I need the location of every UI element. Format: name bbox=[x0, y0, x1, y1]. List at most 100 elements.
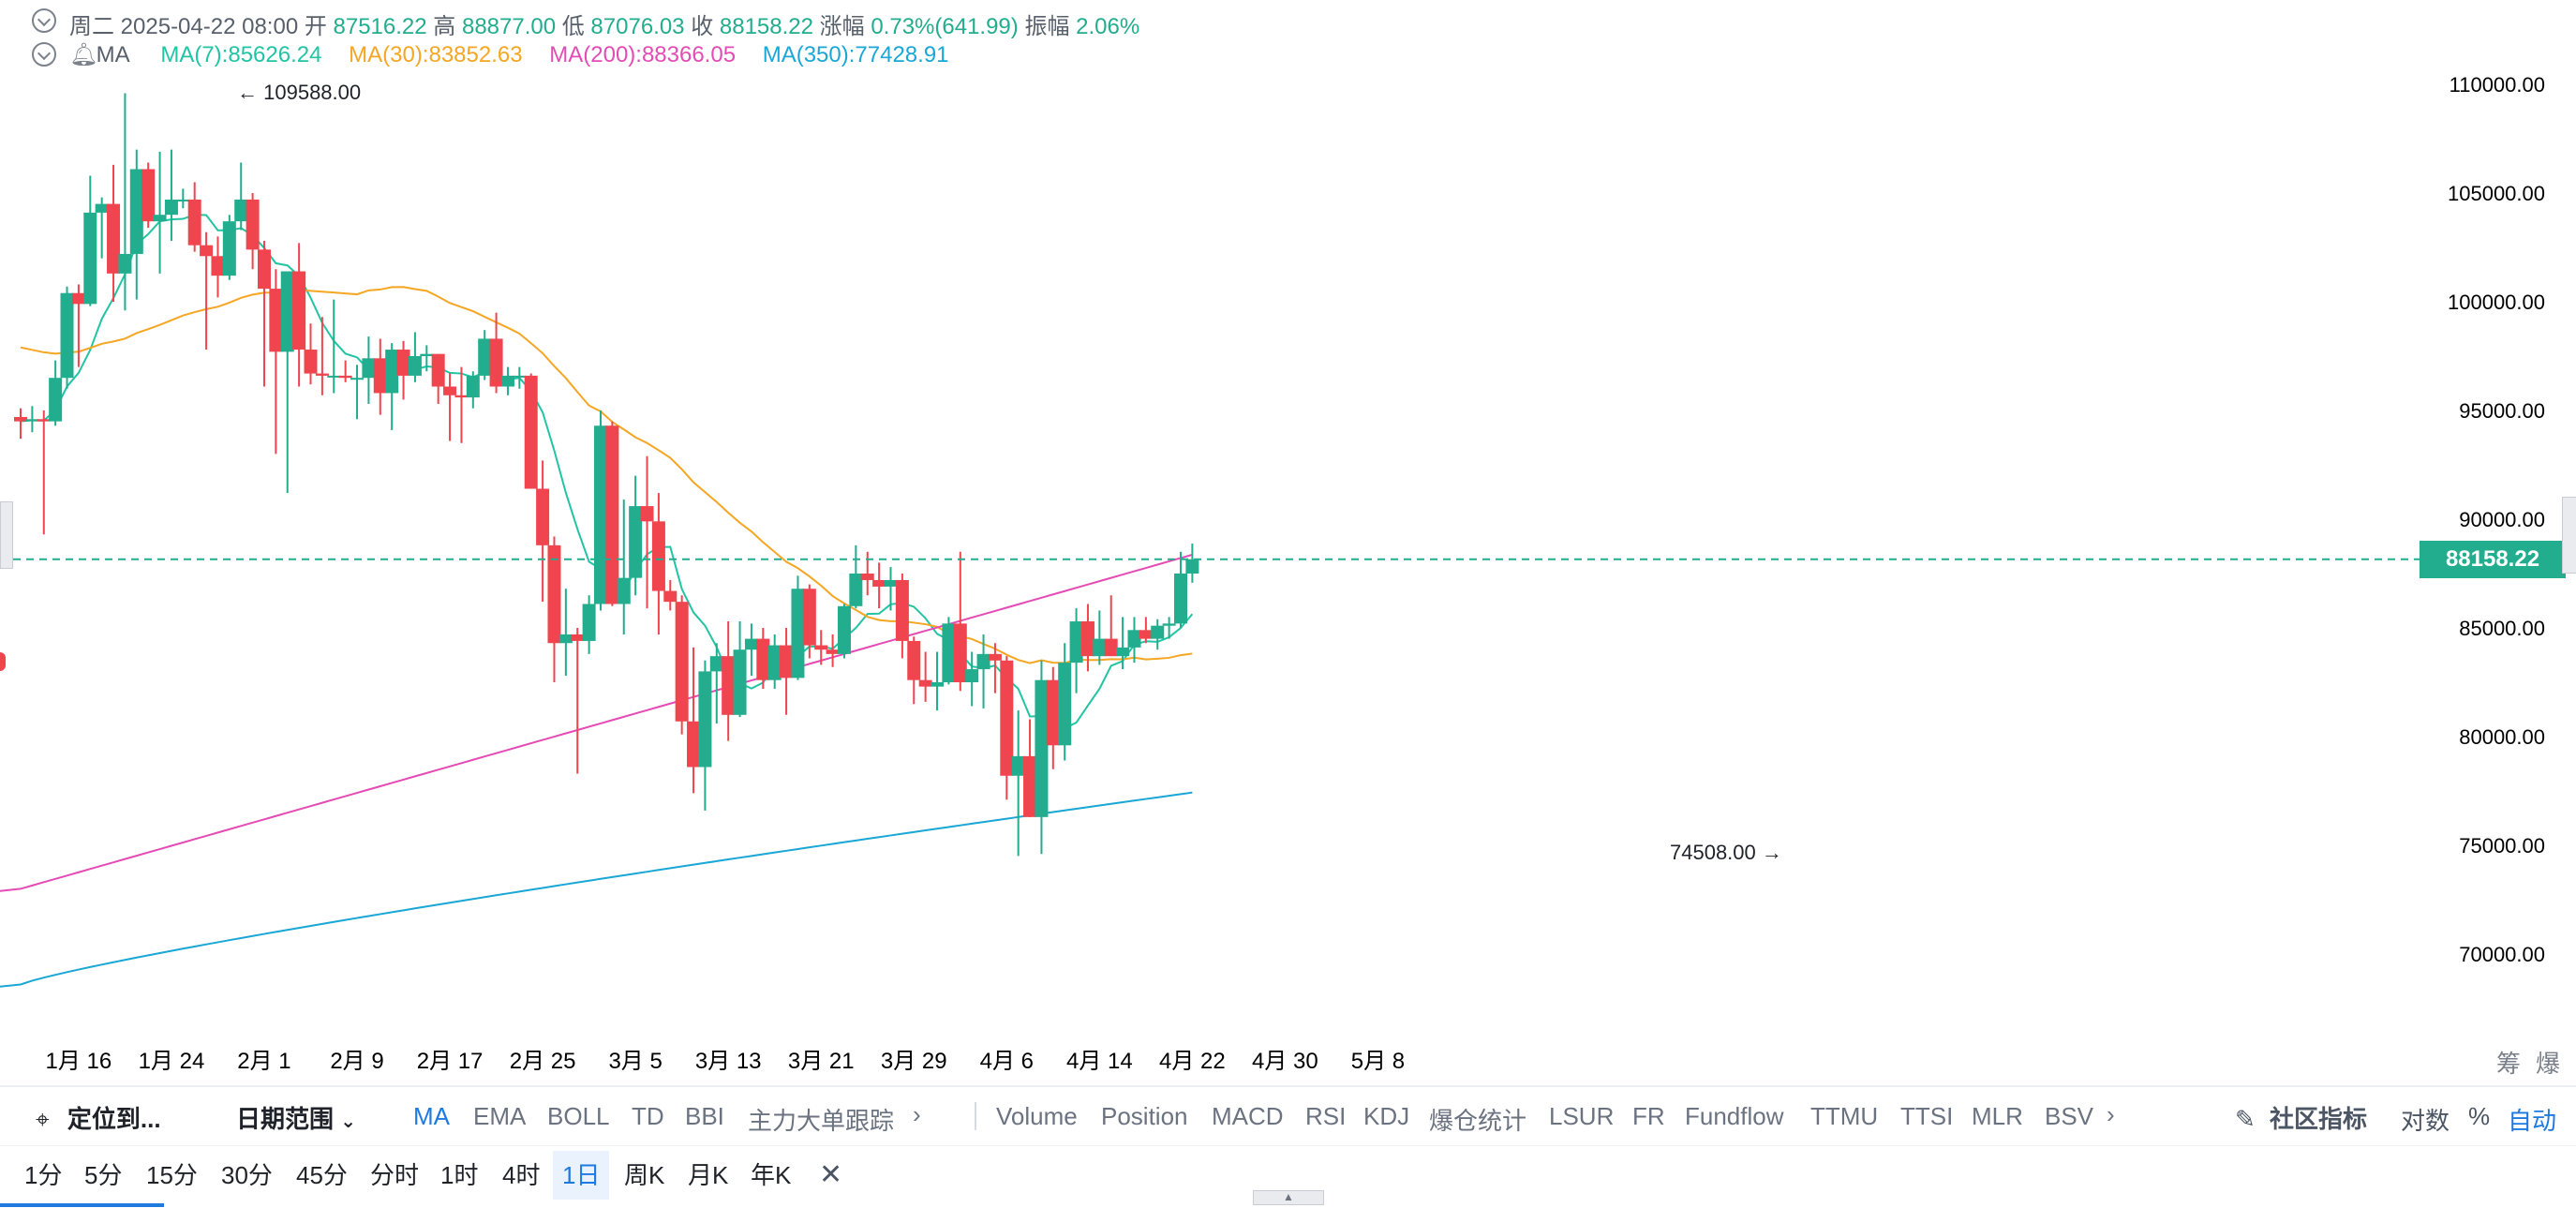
candle bbox=[1127, 617, 1141, 664]
indicator-fundflow[interactable]: Fundflow bbox=[1685, 1102, 1784, 1130]
percent-scale-button[interactable]: % bbox=[2468, 1102, 2491, 1130]
x-tick-label: 4月 14 bbox=[1066, 1049, 1133, 1074]
collapse-panel-handle[interactable]: ▲ bbox=[1253, 1190, 1324, 1205]
indicator-boll[interactable]: BOLL bbox=[547, 1102, 610, 1130]
period-week[interactable]: 周K bbox=[624, 1161, 665, 1189]
indicator-rsi[interactable]: RSI bbox=[1305, 1102, 1347, 1130]
indicator-mlr[interactable]: MLR bbox=[1972, 1102, 2023, 1130]
left-scroll-handle[interactable] bbox=[0, 501, 13, 569]
liquidation-button[interactable]: 爆 bbox=[2536, 1050, 2561, 1078]
period-4h[interactable]: 4时 bbox=[502, 1161, 541, 1189]
candle bbox=[1011, 710, 1025, 857]
candle-body bbox=[1093, 638, 1107, 657]
candle-body bbox=[246, 199, 260, 250]
period-15m[interactable]: 15分 bbox=[146, 1161, 198, 1189]
candle-body bbox=[1080, 621, 1094, 657]
candle-body bbox=[350, 378, 365, 380]
period-30m[interactable]: 30分 bbox=[221, 1161, 273, 1189]
indicator-macd[interactable]: MACD bbox=[1212, 1102, 1284, 1130]
indicator-lsur[interactable]: LSUR bbox=[1549, 1102, 1615, 1130]
arrow-right-icon: → bbox=[1761, 841, 1782, 864]
ma-label[interactable]: MA bbox=[96, 42, 130, 67]
candle bbox=[83, 175, 97, 306]
candle bbox=[640, 455, 654, 609]
candle bbox=[1116, 617, 1130, 670]
period-5m[interactable]: 5分 bbox=[84, 1161, 123, 1189]
log-scale-button[interactable]: 对数 bbox=[2401, 1107, 2450, 1135]
candle bbox=[164, 149, 178, 242]
period-1m[interactable]: 1分 bbox=[24, 1161, 63, 1189]
right-scroll-handle[interactable] bbox=[2562, 497, 2576, 574]
indicator-bbi[interactable]: BBI bbox=[685, 1102, 724, 1130]
period-timeline[interactable]: 分时 bbox=[370, 1161, 420, 1189]
candle bbox=[338, 360, 352, 382]
indicator-liquidation[interactable]: 爆仓统计 bbox=[1429, 1107, 1527, 1135]
candle-body bbox=[722, 656, 736, 715]
x-tick-label: 2月 17 bbox=[417, 1049, 484, 1074]
candle bbox=[1058, 643, 1072, 761]
collapse-ohlc-icon[interactable] bbox=[32, 8, 56, 33]
period-year[interactable]: 年K bbox=[751, 1161, 792, 1189]
candle bbox=[524, 373, 538, 489]
y-tick-label: 100000.00 bbox=[2448, 291, 2545, 314]
candle bbox=[651, 493, 665, 634]
candle bbox=[107, 164, 121, 302]
x-tick-label: 1月 16 bbox=[46, 1049, 112, 1074]
candle-body bbox=[257, 249, 271, 290]
chevron-down-icon: ⌄ bbox=[340, 1111, 357, 1132]
ma7-value: MA(7):85626.24 bbox=[160, 42, 322, 67]
chevron-right-icon[interactable]: › bbox=[913, 1100, 921, 1128]
period-month[interactable]: 月K bbox=[688, 1161, 729, 1189]
indicator-ttmu[interactable]: TTMU bbox=[1810, 1102, 1879, 1130]
candle-body bbox=[280, 271, 294, 352]
candle-body bbox=[129, 169, 143, 254]
indicator-volume[interactable]: Volume bbox=[996, 1102, 1078, 1130]
candle bbox=[722, 621, 736, 741]
candle bbox=[37, 410, 51, 535]
indicator-kdj[interactable]: KDJ bbox=[1363, 1102, 1410, 1130]
candle bbox=[558, 589, 573, 677]
chevron-right-icon[interactable]: › bbox=[2107, 1100, 2115, 1128]
indicator-fr[interactable]: FR bbox=[1632, 1102, 1665, 1130]
chips-button[interactable]: 筹 bbox=[2496, 1050, 2522, 1078]
candle bbox=[988, 643, 1002, 693]
indicator-td[interactable]: TD bbox=[632, 1102, 664, 1130]
candle bbox=[791, 575, 805, 680]
bell-icon[interactable]: 🔔︎ bbox=[69, 42, 98, 67]
period-1h[interactable]: 1时 bbox=[440, 1161, 479, 1189]
y-tick-label: 105000.00 bbox=[2448, 182, 2545, 205]
date-range-button[interactable]: 日期范围 ⌄ bbox=[236, 1100, 356, 1135]
candle bbox=[629, 475, 643, 596]
indicator-bsv[interactable]: BSV bbox=[2045, 1102, 2094, 1130]
candle-body bbox=[292, 271, 306, 350]
candle bbox=[234, 162, 248, 231]
locate-button[interactable]: ⌖ 定位到... bbox=[36, 1100, 161, 1135]
indicator-ma[interactable]: MA bbox=[413, 1102, 450, 1130]
candle bbox=[1093, 610, 1107, 665]
candle bbox=[594, 410, 607, 611]
close-icon[interactable]: ✕ bbox=[819, 1159, 843, 1190]
candle-body bbox=[362, 358, 376, 379]
candle bbox=[257, 241, 271, 387]
candlestick-chart[interactable]: 110000.00 105000.00 100000.00 95000.00 90000… bbox=[0, 0, 2576, 1087]
community-indicator-button[interactable]: ✎ 社区指标 bbox=[2235, 1100, 2367, 1135]
auto-scale-button[interactable]: 自动 bbox=[2508, 1107, 2557, 1135]
indicator-ttsi[interactable]: TTSI bbox=[1900, 1102, 1954, 1130]
indicator-main-order[interactable]: 主力大单跟踪 bbox=[748, 1107, 895, 1135]
candle-body bbox=[547, 544, 561, 644]
candle bbox=[327, 299, 341, 394]
candle-body bbox=[304, 350, 318, 374]
candle-body bbox=[1185, 559, 1199, 574]
candle-body bbox=[211, 256, 225, 276]
period-45m[interactable]: 45分 bbox=[296, 1161, 348, 1189]
candle-body bbox=[222, 221, 236, 276]
collapse-ma-icon[interactable] bbox=[32, 42, 56, 67]
candle-body bbox=[605, 425, 619, 604]
candle-body bbox=[617, 577, 631, 604]
candle-body bbox=[675, 602, 689, 722]
period-1d[interactable]: 1日 bbox=[553, 1151, 610, 1200]
indicator-ema[interactable]: EMA bbox=[473, 1102, 527, 1130]
candle bbox=[1162, 617, 1176, 639]
indicator-position[interactable]: Position bbox=[1101, 1102, 1188, 1130]
candle-body bbox=[478, 338, 492, 376]
